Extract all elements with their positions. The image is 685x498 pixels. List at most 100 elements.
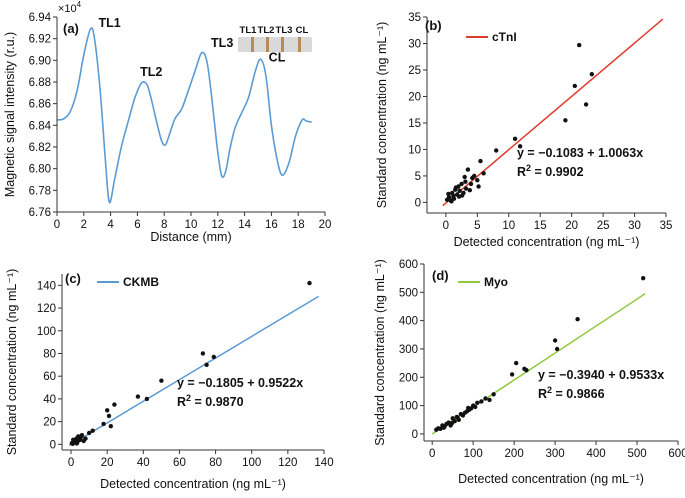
d-data-point bbox=[487, 397, 492, 403]
d-y-tick-label: 400 bbox=[399, 316, 418, 328]
panel-a-signal-line bbox=[56, 27, 312, 204]
c-y-tick-label: 60 bbox=[43, 371, 56, 383]
c-data-point bbox=[108, 424, 114, 429]
b-x-tick-label: 10 bbox=[502, 220, 515, 232]
panel-d-legend-label: Myo bbox=[484, 275, 508, 289]
c-y-tick-label: 100 bbox=[37, 326, 56, 338]
a-x-tick-label: 12 bbox=[211, 219, 224, 231]
c-x-tick-label: 40 bbox=[137, 457, 150, 469]
d-y-tick-label: 100 bbox=[399, 401, 418, 413]
b-y-tick-label: 25 bbox=[408, 65, 421, 77]
panel-d-r2-exponent: 2 bbox=[547, 385, 552, 395]
panel-a-line-chart: 0 2 4 6 8 10 12 14 16 18 20 6.76 6.78 6.80 6.82 6.84 6.8… bbox=[3, 0, 331, 244]
a-x-tick-label: 16 bbox=[265, 219, 278, 231]
a-x-tick-label: 0 bbox=[54, 219, 60, 231]
d-data-point bbox=[455, 415, 460, 420]
b-data-point bbox=[462, 174, 467, 180]
c-x-tick-label: 20 bbox=[101, 457, 114, 469]
panel-c-label: (c) bbox=[65, 271, 81, 286]
panel-c-r2-value: = 0.9870 bbox=[191, 395, 244, 409]
panel-a-y-multiplier-exponent: 4 bbox=[77, 0, 82, 9]
a-y-tick-label: 6.84 bbox=[29, 120, 52, 132]
d-data-point bbox=[449, 421, 455, 426]
panel-a-label: (a) bbox=[63, 21, 79, 36]
a-y-tick-label: 6.78 bbox=[29, 185, 51, 197]
a-y-tick-label: 6.76 bbox=[29, 207, 51, 219]
a-x-tick-label: 14 bbox=[238, 219, 251, 231]
panel-b-r-squared: R2 = 0.9902 bbox=[517, 163, 584, 179]
panel-b-scatter-chart: 0 5 10 15 20 25 30 35 0 5 10 15 20 25 30 35 (b) cTnI y … bbox=[375, 12, 672, 249]
c-data-point bbox=[105, 408, 110, 413]
c-data-point bbox=[86, 430, 92, 436]
c-x-tick-label: 140 bbox=[314, 457, 333, 469]
panel-c-y-axis-label: Standard concentration (ng mL⁻¹) bbox=[5, 269, 19, 456]
d-y-tick-label: 300 bbox=[399, 344, 418, 356]
strip-label-tl1: TL1 bbox=[240, 25, 258, 36]
a-x-tick-label: 4 bbox=[107, 219, 114, 231]
b-x-tick-label: 15 bbox=[534, 220, 547, 232]
a-y-tick-label: 6.86 bbox=[29, 99, 51, 111]
d-data-point bbox=[438, 426, 443, 431]
strip-label-cl: CL bbox=[296, 25, 309, 36]
c-x-tick-label: 80 bbox=[209, 457, 222, 469]
strip-label-tl2: TL2 bbox=[258, 25, 275, 36]
c-data-point bbox=[204, 362, 209, 367]
a-y-tick-label: 6.88 bbox=[29, 77, 51, 89]
d-y-tick-label: 0 bbox=[412, 429, 418, 441]
d-data-point bbox=[475, 400, 480, 405]
d-y-tick-label: 600 bbox=[399, 259, 418, 271]
b-data-point bbox=[446, 191, 451, 197]
b-x-tick-label: 30 bbox=[628, 220, 641, 232]
panel-d-label: (d) bbox=[432, 268, 449, 283]
d-y-tick-label: 200 bbox=[399, 372, 418, 384]
panel-c-r2-letter: R bbox=[177, 395, 186, 409]
panel-b-legend-label: cTnI bbox=[492, 30, 517, 44]
c-y-tick-label: 0 bbox=[50, 439, 56, 451]
panel-c-r2-exponent: 2 bbox=[186, 393, 191, 403]
a-x-tick-label: 2 bbox=[81, 219, 87, 231]
panel-b-r2-exponent: 2 bbox=[526, 163, 531, 173]
d-x-tick-label: 500 bbox=[627, 448, 646, 460]
b-x-tick-label: 25 bbox=[597, 220, 610, 232]
c-data-point bbox=[71, 437, 76, 442]
b-data-point bbox=[459, 181, 464, 187]
test-strip-body bbox=[238, 37, 312, 52]
test-strip-line-tl1 bbox=[251, 37, 254, 52]
b-x-tick-label: 5 bbox=[474, 220, 480, 232]
panel-c-fit-line bbox=[68, 295, 319, 447]
b-data-point bbox=[583, 102, 589, 107]
b-data-point bbox=[494, 148, 499, 153]
d-data-point bbox=[524, 368, 529, 373]
panel-d-y-axis-label: Standard concentration (ng mL⁻¹) bbox=[373, 259, 387, 446]
b-y-tick-label: 20 bbox=[408, 91, 421, 103]
peak-label-tl3: TL3 bbox=[211, 36, 233, 50]
d-y-tick-label: 500 bbox=[399, 287, 418, 299]
c-data-point bbox=[211, 354, 216, 360]
b-data-point bbox=[456, 194, 462, 199]
panel-b-label: (b) bbox=[425, 18, 442, 33]
c-x-tick-label: 60 bbox=[173, 457, 186, 469]
b-data-point bbox=[563, 118, 568, 123]
d-data-point bbox=[552, 338, 558, 343]
b-data-point bbox=[467, 188, 472, 193]
d-data-point bbox=[491, 392, 496, 397]
c-data-point bbox=[135, 394, 141, 399]
b-data-point bbox=[451, 196, 457, 201]
b-x-tick-label: 35 bbox=[660, 220, 673, 232]
b-data-point bbox=[577, 42, 582, 48]
c-data-point bbox=[78, 434, 84, 440]
d-data-point bbox=[509, 372, 515, 377]
a-x-tick-label: 20 bbox=[319, 219, 332, 231]
b-y-tick-label: 5 bbox=[415, 171, 421, 183]
peak-label-cl: CL bbox=[269, 50, 286, 64]
c-data-point bbox=[106, 413, 112, 419]
panel-b-r2-value: = 0.9902 bbox=[531, 165, 584, 179]
b-y-tick-label: 35 bbox=[408, 12, 421, 24]
panel-c-x-axis-label: Detected concentration (ng mL⁻¹) bbox=[100, 477, 286, 491]
b-data-point bbox=[468, 181, 474, 187]
b-data-point bbox=[463, 179, 468, 184]
a-y-tick-label: 6.92 bbox=[29, 34, 51, 46]
c-x-tick-label: 120 bbox=[278, 457, 297, 469]
b-data-point bbox=[517, 144, 523, 149]
